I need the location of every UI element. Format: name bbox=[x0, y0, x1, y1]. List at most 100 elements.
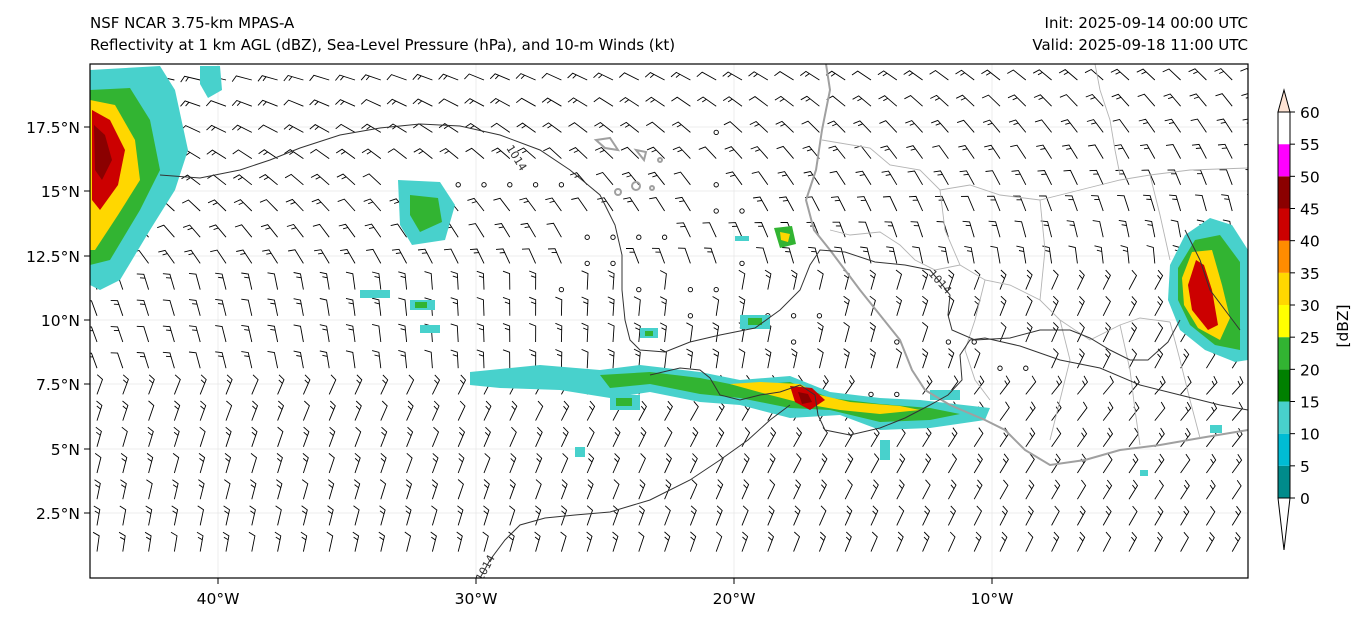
wind-barb bbox=[869, 348, 876, 369]
wind-barb bbox=[817, 322, 824, 343]
wind-barb bbox=[490, 97, 511, 107]
colorbar-tick-label: 0 bbox=[1300, 490, 1310, 508]
wind-barb bbox=[869, 269, 876, 290]
wind-barb bbox=[188, 325, 201, 343]
lat-label-10n: 10°N bbox=[41, 312, 80, 330]
wind-barb bbox=[502, 349, 511, 369]
wind-barb bbox=[405, 479, 413, 500]
wind-barb bbox=[262, 249, 278, 264]
calm-wind-marker bbox=[610, 260, 616, 267]
wind-barb bbox=[938, 246, 949, 264]
wind-barb bbox=[379, 479, 387, 500]
wind-barb bbox=[345, 324, 356, 343]
wind-barb bbox=[673, 171, 691, 186]
wind-barb bbox=[288, 249, 304, 264]
wind-barb bbox=[386, 98, 407, 107]
wind-barb bbox=[336, 173, 356, 186]
wind-barb bbox=[586, 400, 596, 421]
wind-barb bbox=[412, 98, 433, 107]
wind-barb bbox=[607, 348, 615, 369]
wind-barb bbox=[834, 246, 846, 264]
wind-barb bbox=[948, 453, 958, 474]
wind-barb bbox=[973, 531, 982, 552]
wind-barb bbox=[1206, 532, 1215, 552]
colorbar-band bbox=[1278, 112, 1290, 145]
wind-barb bbox=[1258, 480, 1267, 499]
wind-barb bbox=[371, 271, 382, 290]
wind-barb bbox=[1115, 169, 1130, 185]
wind-barb bbox=[567, 97, 588, 107]
wind-barb bbox=[293, 324, 304, 343]
wind-barb bbox=[457, 505, 464, 526]
wind-barb bbox=[1180, 505, 1190, 526]
wind-barb bbox=[284, 149, 304, 159]
map-content: 1014 1014 1014 bbox=[90, 64, 1267, 578]
wind-barb bbox=[999, 479, 1009, 500]
wind-barb bbox=[1206, 401, 1218, 421]
wind-barb bbox=[581, 348, 589, 369]
wind-barb bbox=[1216, 118, 1233, 133]
wind-barb bbox=[626, 248, 640, 264]
wind-barb bbox=[560, 479, 568, 500]
wind-barb bbox=[277, 400, 285, 421]
wind-barb bbox=[1128, 505, 1138, 526]
wind-barb bbox=[535, 479, 542, 500]
valid-time: Valid: 2025-09-18 11:00 UTC bbox=[1032, 36, 1248, 54]
wind-barb bbox=[1243, 144, 1248, 146]
wind-barb bbox=[802, 145, 820, 159]
wind-barb bbox=[122, 374, 129, 395]
wind-barb bbox=[162, 325, 175, 343]
wind-barb bbox=[633, 348, 641, 369]
wind-barb bbox=[671, 96, 691, 107]
wind-barb bbox=[1102, 322, 1111, 343]
wind-barb bbox=[110, 352, 124, 369]
wind-barb bbox=[1240, 67, 1248, 72]
wind-barb bbox=[999, 453, 1009, 474]
wind-barb bbox=[301, 505, 308, 526]
wind-barb bbox=[450, 323, 459, 343]
wind-barb bbox=[947, 348, 955, 369]
wind-barb bbox=[659, 322, 667, 343]
wind-barb bbox=[555, 349, 563, 369]
wind-barb bbox=[697, 96, 717, 107]
wind-barb bbox=[567, 72, 588, 81]
wind-barb bbox=[136, 273, 150, 290]
wind-barb bbox=[1051, 269, 1059, 290]
wind-barb bbox=[457, 400, 466, 421]
wind-barb bbox=[594, 121, 614, 133]
wind-barb bbox=[1154, 453, 1165, 474]
wind-barb bbox=[764, 269, 772, 290]
wind-barb bbox=[413, 123, 433, 133]
wind-barb bbox=[638, 453, 646, 474]
wind-barb bbox=[275, 505, 282, 526]
wind-barb bbox=[903, 70, 923, 81]
wind-barb bbox=[1180, 479, 1190, 500]
wind-barb bbox=[406, 374, 415, 395]
wind-barb bbox=[895, 295, 903, 316]
wind-barb bbox=[851, 70, 872, 81]
wind-barb bbox=[345, 350, 356, 369]
wind-barb bbox=[1010, 144, 1027, 159]
wind-barb bbox=[948, 479, 957, 500]
wind-barb bbox=[586, 479, 594, 500]
wind-barb bbox=[509, 453, 517, 474]
wind-barb bbox=[1144, 219, 1156, 238]
wind-barb bbox=[302, 374, 311, 395]
gridlines bbox=[90, 64, 1248, 578]
wind-barb bbox=[438, 98, 459, 107]
wind-barb bbox=[1051, 401, 1062, 421]
colorbar-tick-label: 25 bbox=[1300, 329, 1320, 347]
wind-barb bbox=[378, 531, 386, 552]
wind-barb bbox=[664, 426, 673, 448]
wind-barb bbox=[364, 223, 382, 238]
wind-barb bbox=[1206, 453, 1217, 474]
wind-barb bbox=[1165, 144, 1181, 159]
wind-barb bbox=[206, 124, 227, 133]
wind-barb bbox=[340, 249, 356, 264]
wind-barb bbox=[878, 95, 898, 107]
wind-barb bbox=[948, 427, 958, 448]
wind-barb bbox=[180, 100, 201, 107]
field-title: Reflectivity at 1 km AGL (dBZ), Sea-Leve… bbox=[90, 36, 676, 54]
wind-barb bbox=[328, 400, 336, 421]
wind-barb bbox=[493, 197, 511, 212]
